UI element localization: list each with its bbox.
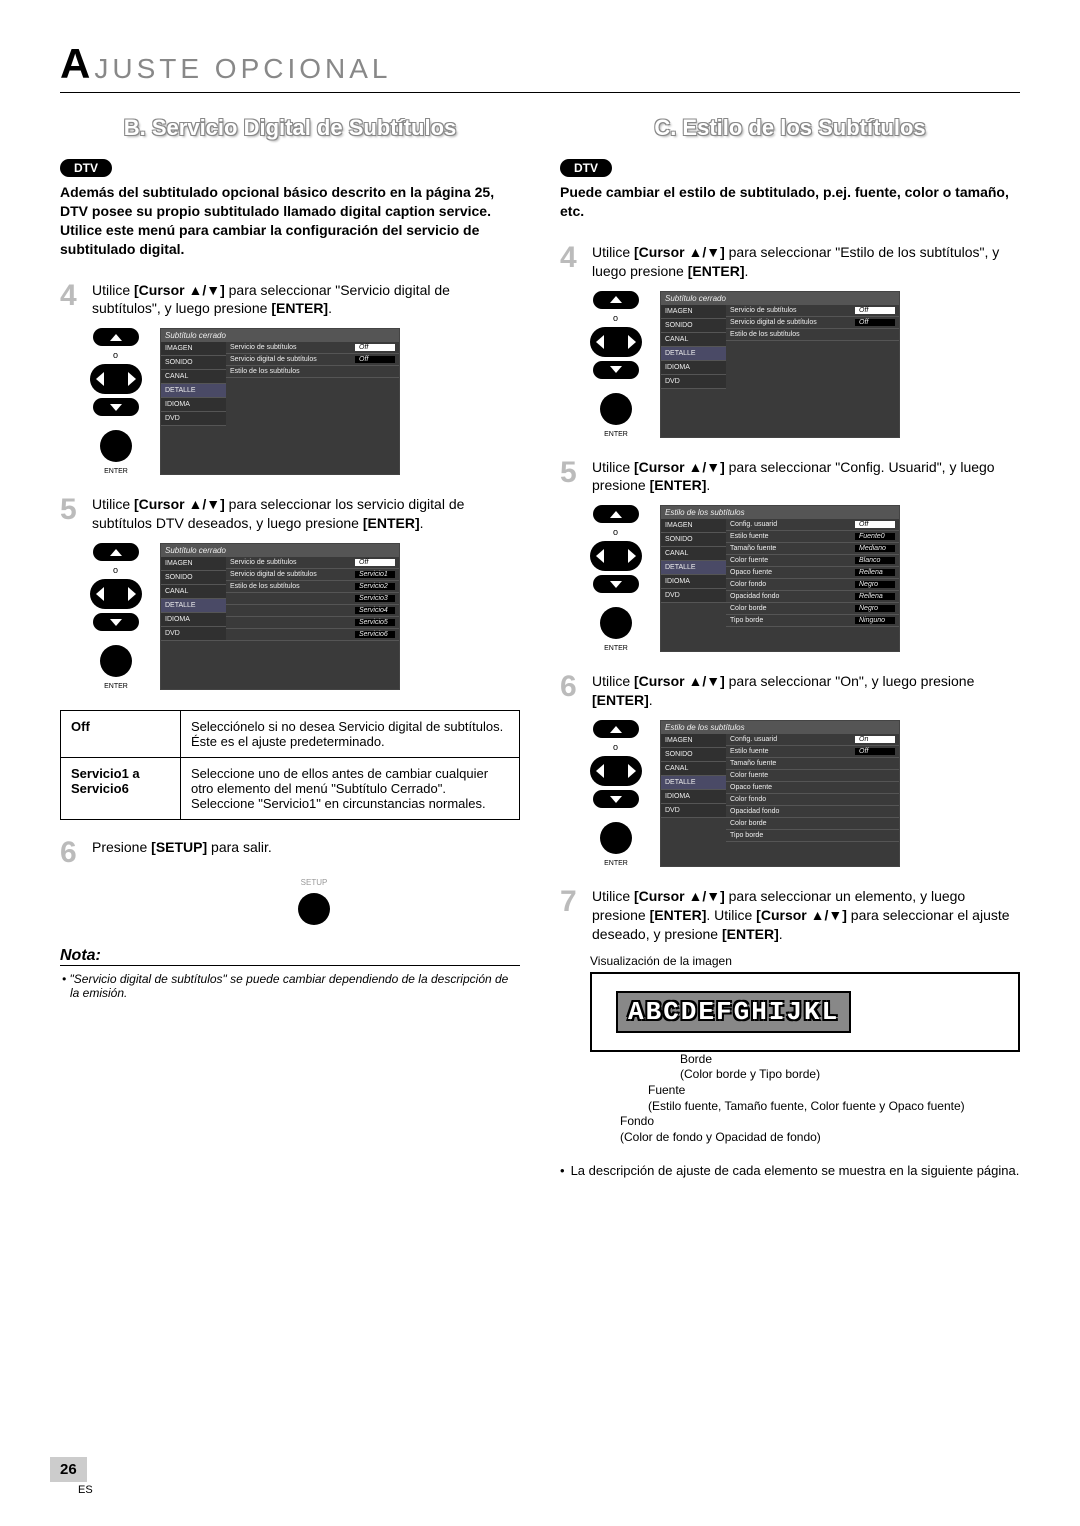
remote-nav: o ENTER xyxy=(90,328,142,475)
remote-down-icon xyxy=(593,361,639,379)
right-step-5: 5 Utilice [Cursor ▲/▼] para seleccionar … xyxy=(560,458,1020,496)
header-rest: JUSTE OPCIONAL xyxy=(94,53,391,84)
remote-down-icon xyxy=(593,575,639,593)
remote-enter-button xyxy=(600,607,632,639)
remote-setup-button xyxy=(298,893,330,925)
step-num: 5 xyxy=(60,495,84,533)
nota-heading: Nota: xyxy=(60,947,520,966)
remote-up-icon xyxy=(593,720,639,738)
osd-c1: Subtítulo cerrado IMAGENSONIDOCANALDETAL… xyxy=(660,291,900,438)
remote-lr-icon xyxy=(90,364,142,394)
remote-up-icon xyxy=(593,505,639,523)
table-cell: Selecciónelo si no desea Servicio digita… xyxy=(181,711,520,758)
remote-up-icon xyxy=(93,543,139,561)
table-cell: Seleccione uno de ellos antes de cambiar… xyxy=(181,758,520,820)
visualization: Visualización de la imagen ABCDEFGHIJKL … xyxy=(590,954,1020,1146)
right-step-7: 7 Utilice [Cursor ▲/▼] para seleccionar … xyxy=(560,887,1020,944)
page-foot: ES xyxy=(78,1484,93,1496)
dtv-badge-right: DTV xyxy=(560,159,612,177)
dtv-badge-left: DTV xyxy=(60,159,112,177)
left-intro: Además del subtitulado opcional básico d… xyxy=(60,183,520,259)
left-step-4: 4 Utilice [Cursor ▲/▼] para seleccionar … xyxy=(60,281,520,319)
step-num: 4 xyxy=(560,243,584,281)
right-footer-note: La descripción de ajuste de cada element… xyxy=(560,1163,1020,1178)
right-step-4: 4 Utilice [Cursor ▲/▼] para seleccionar … xyxy=(560,243,1020,281)
remote-lr-icon xyxy=(90,579,142,609)
viz-sample-text: ABCDEFGHIJKL xyxy=(616,991,851,1033)
remote-up-icon xyxy=(593,291,639,309)
viz-leaders: Borde (Color borde y Tipo borde) Fuente … xyxy=(620,1052,1020,1146)
step-num: 5 xyxy=(560,458,584,496)
right-step-6: 6 Utilice [Cursor ▲/▼] para seleccionar … xyxy=(560,672,1020,710)
step-num: 6 xyxy=(60,838,84,868)
left-step-5: 5 Utilice [Cursor ▲/▼] para seleccionar … xyxy=(60,495,520,533)
remote-enter-button xyxy=(600,393,632,425)
osd-a: Subtítulo cerrado IMAGENSONIDOCANALDETAL… xyxy=(160,328,400,475)
right-intro: Puede cambiar el estilo de subtitulado, … xyxy=(560,183,1020,221)
header-initial: A xyxy=(60,40,94,87)
remote-lr-icon xyxy=(590,541,642,571)
osd-b: Subtítulo cerrado IMAGENSONIDOCANALDETAL… xyxy=(160,543,400,690)
remote-enter-button xyxy=(100,430,132,462)
remote-down-icon xyxy=(93,398,139,416)
remote-lr-icon xyxy=(590,756,642,786)
nota-body: "Servicio digital de subtítulos" se pued… xyxy=(60,972,520,1000)
remote-nav: o ENTER xyxy=(590,291,642,438)
col-right: C. Estilo de los Subtítulos DTV Puede ca… xyxy=(560,115,1020,1178)
table-cell: Servicio1 a Servicio6 xyxy=(61,758,181,820)
remote-setup: SETUP xyxy=(108,878,520,925)
remote-down-icon xyxy=(93,613,139,631)
step-num: 6 xyxy=(560,672,584,710)
viz-box: ABCDEFGHIJKL xyxy=(590,972,1020,1052)
remote-nav: o ENTER xyxy=(90,543,142,690)
left-step-6: 6 Presione [SETUP] para salir. xyxy=(60,838,520,868)
page-header: AJUSTE OPCIONAL xyxy=(60,40,1020,93)
col-left: B. Servicio Digital de Subtítulos DTV Ad… xyxy=(60,115,520,1178)
osd-c2: Estilo de los subtítulos IMAGENSONIDOCAN… xyxy=(660,505,900,652)
options-table: OffSelecciónelo si no desea Servicio dig… xyxy=(60,710,520,820)
remote-nav: o ENTER xyxy=(590,720,642,867)
remote-down-icon xyxy=(593,790,639,808)
page-number: 26 xyxy=(50,1457,87,1482)
remote-lr-icon xyxy=(590,327,642,357)
table-cell: Off xyxy=(61,711,181,758)
osd-c3: Estilo de los subtítulos IMAGENSONIDOCAN… xyxy=(660,720,900,867)
remote-nav: o ENTER xyxy=(590,505,642,652)
remote-enter-button xyxy=(100,645,132,677)
section-b-title: B. Servicio Digital de Subtítulos xyxy=(60,115,520,141)
section-c-title: C. Estilo de los Subtítulos xyxy=(560,115,1020,141)
step-num: 4 xyxy=(60,281,84,319)
remote-enter-button xyxy=(600,822,632,854)
remote-up-icon xyxy=(93,328,139,346)
step-num: 7 xyxy=(560,887,584,944)
